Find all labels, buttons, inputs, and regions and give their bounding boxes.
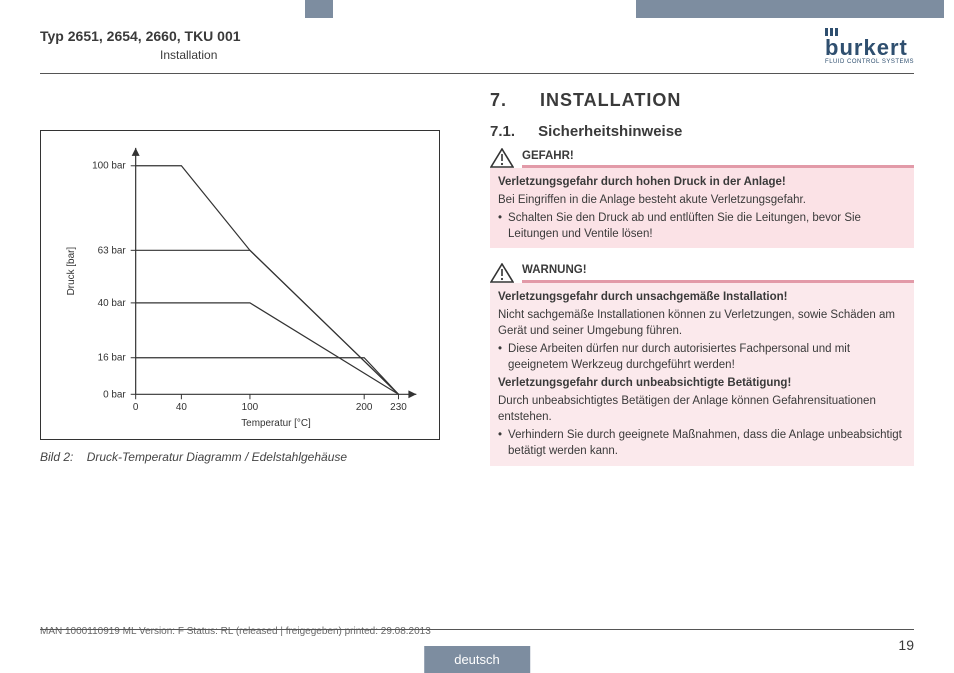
svg-text:40 bar: 40 bar: [98, 298, 127, 309]
logo-subtitle: FLUID CONTROL SYSTEMS: [825, 59, 914, 65]
svg-text:200: 200: [356, 402, 373, 413]
top-accent-bars: [0, 0, 954, 18]
subsection-title: Sicherheitshinweise: [538, 123, 682, 140]
alert-bullet: •Schalten Sie den Druck ab und entlüften…: [498, 210, 906, 242]
svg-text:0 bar: 0 bar: [103, 389, 126, 400]
alert-block-0: GEFAHR! Verletzungsgefahr durch hohen Dru…: [490, 148, 914, 248]
svg-text:16 bar: 16 bar: [98, 353, 127, 364]
language-tab: deutsch: [424, 646, 530, 673]
page-number: 19: [898, 637, 914, 653]
warning-icon: [490, 263, 514, 283]
alert-heading2: Verletzungsgefahr durch unbeabsichtigte …: [498, 375, 906, 391]
alert-bullet: •Verhindern Sie durch geeignete Maßnahme…: [498, 427, 906, 459]
alert-body: Verletzungsgefahr durch hohen Druck in d…: [490, 168, 914, 248]
svg-text:100: 100: [242, 402, 259, 413]
alert-level: WARNUNG!: [522, 262, 914, 282]
header-subtitle: Installation: [40, 48, 241, 62]
caption-prefix: Bild 2:: [40, 450, 73, 464]
pressure-temperature-chart: 0 40 100 200 230 Temperatur [°C] 0 bar 16 bar 40…: [40, 130, 440, 440]
page-header: Typ 2651, 2654, 2660, TKU 001 Installati…: [40, 28, 914, 74]
page-footer: deutsch 19: [40, 629, 914, 659]
alert-header: WARNUNG!: [490, 262, 914, 282]
svg-text:Temperatur [°C]: Temperatur [°C]: [241, 418, 311, 429]
logo: burkert FLUID CONTROL SYSTEMS: [825, 28, 914, 65]
svg-text:230: 230: [390, 402, 407, 413]
svg-text:40: 40: [176, 402, 188, 413]
header-type-line: Typ 2651, 2654, 2660, TKU 001: [40, 28, 241, 44]
caption-text: Druck-Temperatur Diagramm / Edelstahlgeh…: [87, 450, 347, 464]
alert-text: Bei Eingriffen in die Anlage besteht aku…: [498, 192, 906, 208]
section-title: INSTALLATION: [540, 90, 681, 110]
left-column: 0 40 100 200 230 Temperatur [°C] 0 bar 16 bar 40…: [40, 90, 460, 613]
svg-text:0: 0: [133, 402, 139, 413]
subsection-number: 7.1.: [490, 123, 534, 140]
logo-word: burkert: [825, 38, 908, 58]
alert-text: Nicht sachgemäße Installationen können z…: [498, 307, 906, 339]
svg-text:Druck [bar]: Druck [bar]: [66, 247, 77, 296]
alert-bullet: •Diese Arbeiten dürfen nur durch autoris…: [498, 341, 906, 373]
warning-icon: [490, 148, 514, 168]
alert-text2: Durch unbeabsichtigtes Betätigen der Anl…: [498, 393, 906, 425]
alert-body: Verletzungsgefahr durch unsachgemäße Ins…: [490, 283, 914, 466]
svg-text:100 bar: 100 bar: [92, 161, 126, 172]
accent-bar-left: [305, 0, 333, 18]
accent-bar-right: [636, 0, 944, 18]
header-left: Typ 2651, 2654, 2660, TKU 001 Installati…: [40, 28, 241, 62]
alert-heading: Verletzungsgefahr durch hohen Druck in d…: [498, 174, 906, 190]
section-number: 7.: [490, 90, 534, 111]
chart-svg: 0 40 100 200 230 Temperatur [°C] 0 bar 16 bar 40…: [41, 131, 439, 439]
content: 0 40 100 200 230 Temperatur [°C] 0 bar 16 bar 40…: [40, 90, 914, 613]
subsection-heading: 7.1. Sicherheitshinweise: [490, 123, 914, 140]
alert-level: GEFAHR!: [522, 148, 914, 168]
section-heading: 7. INSTALLATION: [490, 90, 914, 111]
alert-block-1: WARNUNG! Verletzungsgefahr durch unsachge…: [490, 262, 914, 465]
alert-heading: Verletzungsgefahr durch unsachgemäße Ins…: [498, 289, 906, 305]
chart-caption: Bild 2: Druck-Temperatur Diagramm / Edel…: [40, 450, 460, 464]
svg-text:63 bar: 63 bar: [98, 245, 127, 256]
alerts-container: GEFAHR! Verletzungsgefahr durch hohen Dru…: [490, 148, 914, 466]
right-column: 7. INSTALLATION 7.1. Sicherheitshinweise…: [490, 90, 914, 613]
alert-header: GEFAHR!: [490, 148, 914, 168]
